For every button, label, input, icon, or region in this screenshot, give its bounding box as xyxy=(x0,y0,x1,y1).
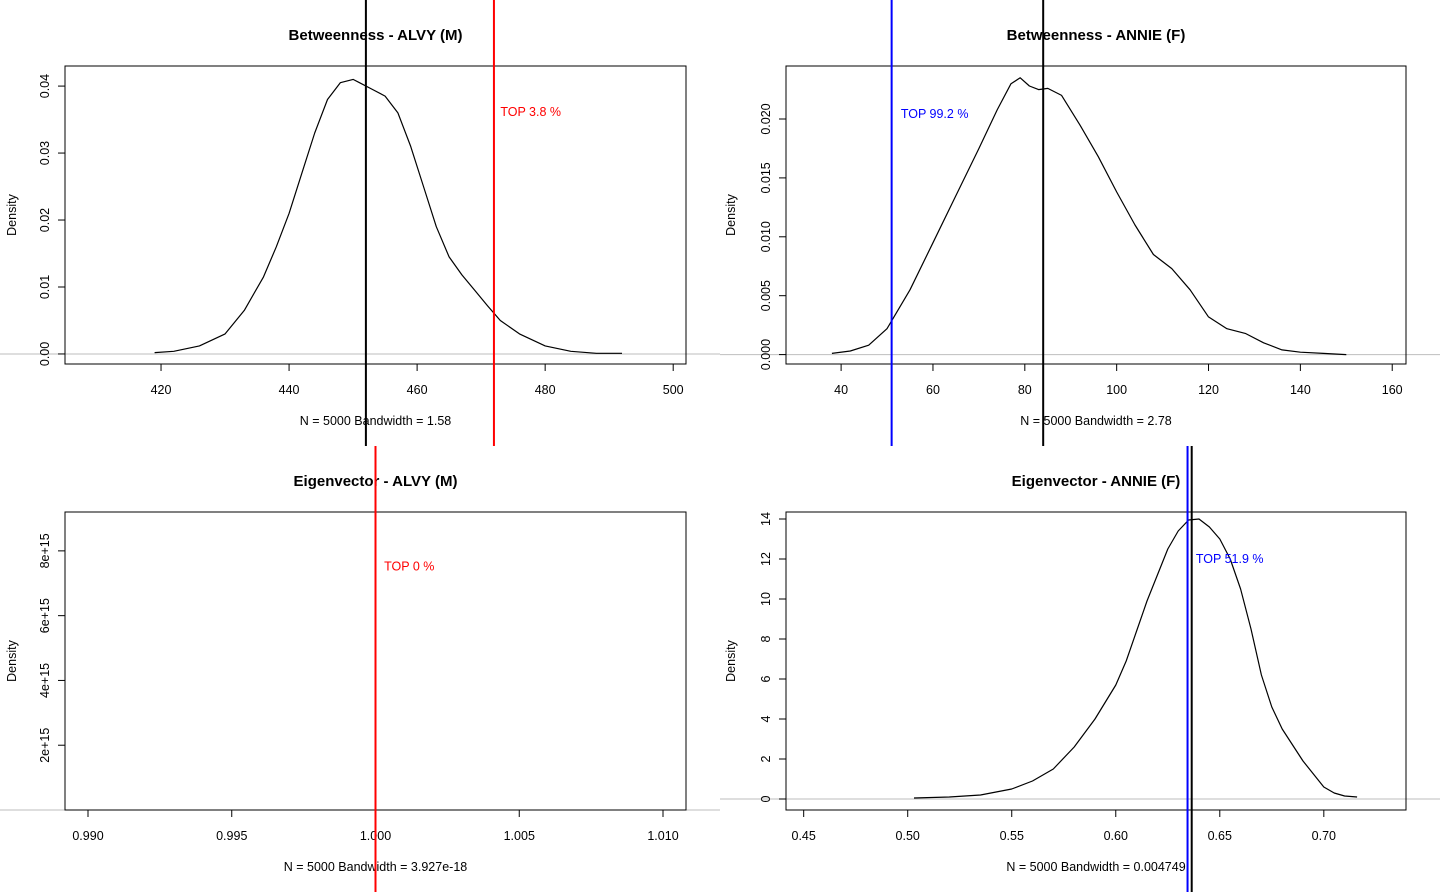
x-tick-label: 0.45 xyxy=(792,829,816,843)
x-tick-label: 1.005 xyxy=(504,829,535,843)
y-tick-label: 14 xyxy=(759,512,773,526)
x-tick-label: 120 xyxy=(1198,383,1219,397)
y-axis-label: Density xyxy=(724,639,738,681)
y-tick-label: 0 xyxy=(759,795,773,802)
x-tick-label: 0.995 xyxy=(216,829,247,843)
chart-title: Betweenness - ANNIE (F) xyxy=(1007,27,1186,44)
x-axis-label: N = 5000 Bandwidth = 0.004749 xyxy=(1006,860,1185,874)
y-tick-label: 0.04 xyxy=(38,74,52,98)
y-axis-label: Density xyxy=(724,193,738,235)
y-tick-label: 0.005 xyxy=(759,280,773,311)
top-percent-annotation: TOP 99.2 % xyxy=(901,107,969,121)
y-tick-label: 0.020 xyxy=(759,103,773,134)
y-tick-label: 0.010 xyxy=(759,221,773,252)
x-tick-label: 500 xyxy=(663,383,684,397)
density-curve xyxy=(154,78,622,354)
x-tick-label: 100 xyxy=(1106,383,1127,397)
x-axis-label: N = 5000 Bandwidth = 1.58 xyxy=(300,414,452,428)
x-tick-label: 1.010 xyxy=(647,829,678,843)
x-tick-label: 460 xyxy=(407,383,428,397)
x-tick-label: 0.50 xyxy=(896,829,920,843)
y-tick-label: 2e+15 xyxy=(38,728,52,763)
x-tick-label: 60 xyxy=(926,383,940,397)
y-tick-label: 6 xyxy=(759,675,773,682)
y-tick-label: 8e+15 xyxy=(38,533,52,568)
chart-panel-4: Eigenvector - ANNIE (F) N = 5000 Bandwidt… xyxy=(720,446,1440,892)
y-tick-label: 0.03 xyxy=(38,141,52,165)
chart-panel-3: Eigenvector - ALVY (M)N = 5000 Bandwidth… xyxy=(0,446,720,892)
y-axis-label: Density xyxy=(5,639,19,681)
y-tick-label: 2 xyxy=(759,755,773,762)
x-axis-label: N = 5000 Bandwidth = 2.78 xyxy=(1020,414,1172,428)
y-tick-label: 0.02 xyxy=(38,208,52,232)
y-axis-label: Density xyxy=(5,193,19,235)
x-tick-label: 420 xyxy=(151,383,172,397)
y-tick-label: 4e+15 xyxy=(38,663,52,698)
y-tick-label: 0.00 xyxy=(38,342,52,366)
top-percent-annotation: TOP 3.8 % xyxy=(500,105,561,119)
plot-frame xyxy=(64,65,687,365)
x-tick-label: 140 xyxy=(1290,383,1311,397)
y-tick-label: 4 xyxy=(759,715,773,722)
y-tick-label: 10 xyxy=(759,592,773,606)
density-curve xyxy=(831,77,1347,356)
x-tick-label: 0.65 xyxy=(1208,829,1232,843)
y-tick-label: 0.015 xyxy=(759,162,773,193)
chart-panel-1: Betweenness - ALVY (M) N = 5000 Bandwidth… xyxy=(0,0,720,446)
plot-frame xyxy=(785,511,1407,811)
plot-frame xyxy=(785,65,1407,365)
x-tick-label: 0.990 xyxy=(72,829,103,843)
y-tick-label: 8 xyxy=(759,635,773,642)
density-curve xyxy=(913,518,1358,799)
top-percent-annotation: TOP 51.9 % xyxy=(1196,552,1264,566)
chart-title: Eigenvector - ANNIE (F) xyxy=(1012,473,1181,490)
y-tick-label: 0.01 xyxy=(38,275,52,299)
x-tick-label: 480 xyxy=(535,383,556,397)
x-tick-label: 0.70 xyxy=(1312,829,1336,843)
y-tick-label: 6e+15 xyxy=(38,598,52,633)
x-tick-label: 40 xyxy=(834,383,848,397)
top-percent-annotation: TOP 0 % xyxy=(384,559,434,573)
y-tick-label: 0.000 xyxy=(759,339,773,370)
x-tick-label: 0.55 xyxy=(1000,829,1024,843)
chart-panel-2: Betweenness - ANNIE (F) N = 5000 Bandwidt… xyxy=(720,0,1440,446)
x-tick-label: 80 xyxy=(1018,383,1032,397)
x-tick-label: 0.60 xyxy=(1104,829,1128,843)
chart-title: Betweenness - ALVY (M) xyxy=(289,27,463,44)
y-tick-label: 12 xyxy=(759,552,773,566)
x-tick-label: 440 xyxy=(279,383,300,397)
x-tick-label: 160 xyxy=(1382,383,1403,397)
